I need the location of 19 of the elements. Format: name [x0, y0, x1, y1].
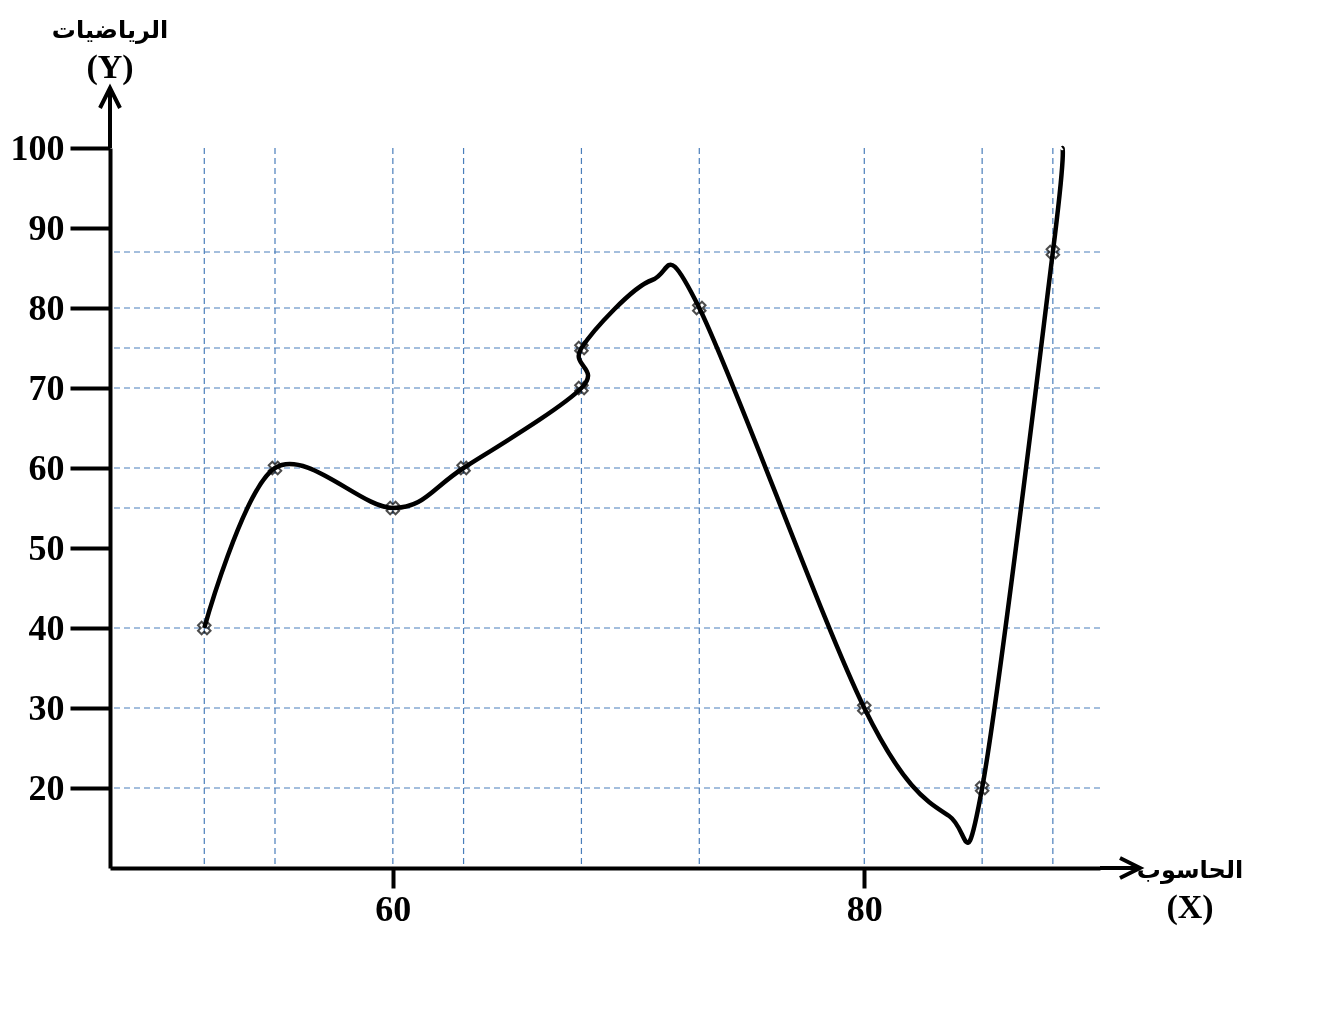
y-tick-label: 30 — [28, 687, 65, 728]
y-tick-label: 50 — [28, 527, 65, 568]
point — [857, 700, 872, 716]
y-tick-label: 20 — [28, 767, 65, 808]
point — [574, 340, 589, 356]
point — [197, 620, 212, 636]
point — [385, 500, 401, 516]
y-tick-label: 60 — [28, 447, 65, 488]
y-tick-label: 90 — [28, 207, 65, 248]
point — [1045, 244, 1061, 260]
point — [974, 780, 990, 796]
y-tick-label: 100 — [10, 127, 65, 168]
y-tick-label: 40 — [28, 607, 65, 648]
point — [692, 300, 707, 316]
point — [456, 460, 471, 476]
point — [574, 380, 589, 396]
point — [267, 460, 283, 476]
y-tick-label: 70 — [28, 367, 65, 408]
y-tick-label: 80 — [28, 287, 65, 328]
